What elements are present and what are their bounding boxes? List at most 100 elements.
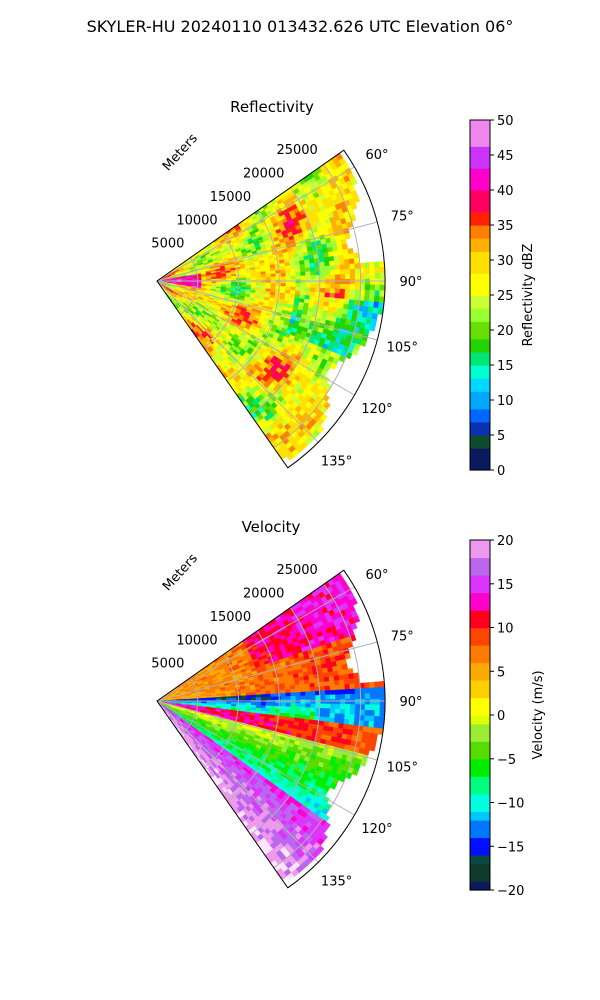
radar-cell xyxy=(325,279,331,285)
radar-cell xyxy=(285,282,292,288)
radar-cell xyxy=(354,268,361,275)
radar-cell xyxy=(332,670,339,677)
radar-cell xyxy=(349,704,356,710)
radar-cell xyxy=(339,264,346,271)
radar-cell xyxy=(327,671,334,678)
radar-cell xyxy=(339,684,346,691)
radar-cell xyxy=(325,703,331,709)
radar-cell xyxy=(260,696,267,701)
radar-cell xyxy=(353,299,360,307)
radar-cell xyxy=(304,711,311,716)
radar-cell xyxy=(310,699,316,705)
radar-cell xyxy=(364,284,371,291)
radar-cell xyxy=(295,286,301,292)
radar-cell xyxy=(371,312,378,320)
range-tick-label: 10000 xyxy=(176,213,217,228)
radar-cell xyxy=(295,271,301,277)
radar-cell xyxy=(344,652,351,660)
radar-cell xyxy=(348,673,355,680)
radar-cell xyxy=(324,270,331,276)
radar-cell xyxy=(290,272,296,277)
radar-cell xyxy=(379,284,386,292)
radar-cell xyxy=(300,283,306,288)
colorbar-segment xyxy=(470,128,490,134)
colorbar-segment xyxy=(470,264,490,270)
radar-cell xyxy=(285,706,291,711)
colorbar-segment xyxy=(470,417,490,423)
radar-cell xyxy=(265,273,272,278)
radar-cell xyxy=(368,715,375,723)
radar-cell xyxy=(294,264,301,270)
radar-cell xyxy=(289,685,296,690)
radar-cell xyxy=(319,716,325,722)
colorbar-tick-label: 40 xyxy=(497,184,514,199)
radar-cell xyxy=(368,721,375,728)
colorbar-tick-label: 10 xyxy=(497,394,514,409)
radar-cell xyxy=(343,298,350,305)
radar-cell xyxy=(374,284,381,291)
colorbar-tick-label: 45 xyxy=(497,149,514,164)
radar-cell xyxy=(338,303,345,310)
radar-cell xyxy=(260,691,267,695)
colorbar-segment xyxy=(470,273,490,279)
radar-cell xyxy=(327,251,334,258)
colorbar-segment xyxy=(470,185,490,191)
colorbar-segment xyxy=(470,400,490,405)
colorbar-segment xyxy=(470,163,490,169)
radar-cell xyxy=(369,273,376,280)
radar-cell xyxy=(328,255,335,262)
radar-cell xyxy=(319,287,326,294)
radar-cell xyxy=(280,286,286,291)
radar-cell xyxy=(364,278,371,285)
radar-cell xyxy=(347,304,355,311)
radar-cell xyxy=(324,292,331,298)
radar-cell xyxy=(300,703,306,708)
radar-cell xyxy=(324,265,331,271)
radar-cell xyxy=(364,682,370,689)
colorbar-segment xyxy=(470,268,490,274)
radar-cell xyxy=(275,693,282,698)
radar-cell xyxy=(285,289,291,295)
radar-cell xyxy=(295,691,301,697)
radar-cell xyxy=(270,693,277,698)
radar-cell xyxy=(280,276,287,281)
radar-cell xyxy=(285,279,291,284)
radar-cell xyxy=(260,705,267,709)
radar-cell xyxy=(340,274,346,280)
radar-cell xyxy=(324,716,330,723)
radar-cell xyxy=(334,288,341,295)
radar-cell xyxy=(374,692,381,700)
radar-cell xyxy=(324,681,331,687)
radar-cell xyxy=(304,267,311,273)
azimuth-tick-label: 90° xyxy=(399,275,422,290)
radar-cell xyxy=(265,270,272,275)
radar-cell xyxy=(305,287,311,292)
radar-cell xyxy=(320,703,326,709)
radar-cell xyxy=(328,297,335,303)
radar-cell xyxy=(330,283,336,290)
radar-cell xyxy=(290,283,297,288)
colorbar-segment xyxy=(470,198,490,204)
radar-cell xyxy=(305,279,311,284)
colorbar-segment xyxy=(470,395,490,401)
range-tick-label: 5000 xyxy=(151,237,184,252)
radar-cell xyxy=(265,702,272,707)
radar-cell xyxy=(320,690,326,696)
radar-cell xyxy=(285,696,292,701)
radar-cell xyxy=(320,279,326,285)
colorbar-segment xyxy=(470,246,490,252)
radar-cell xyxy=(334,264,341,271)
radar-cell xyxy=(328,717,335,723)
azimuth-tick-label: 105° xyxy=(387,341,418,356)
radar-cell xyxy=(299,683,306,689)
colorbar-tick-label: 35 xyxy=(497,219,514,234)
radar-cell xyxy=(344,688,351,695)
radar-cell xyxy=(339,713,346,720)
radar-cell xyxy=(309,291,316,297)
radar-cell xyxy=(348,258,355,265)
radar-cell xyxy=(344,268,351,275)
radar-cell xyxy=(275,705,282,710)
radar-cell xyxy=(325,283,331,289)
radar-cell xyxy=(290,699,296,704)
